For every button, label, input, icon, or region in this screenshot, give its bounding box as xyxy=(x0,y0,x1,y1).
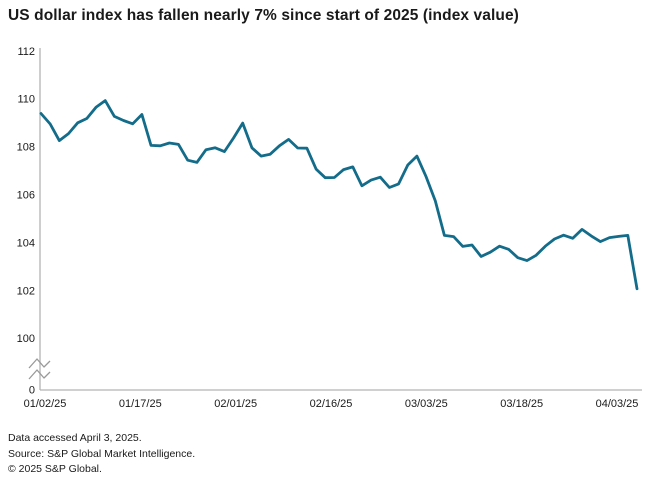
x-tick-label: 04/03/25 xyxy=(596,398,639,410)
x-tick-label: 02/16/25 xyxy=(310,398,353,410)
chart-title: US dollar index has fallen nearly 7% sin… xyxy=(8,7,519,24)
x-axis-tick-labels: 01/02/25 01/17/25 02/01/25 02/16/25 03/03/25… xyxy=(24,398,639,410)
axis-break-icon xyxy=(28,358,51,380)
x-tick-label: 02/01/25 xyxy=(214,398,257,410)
x-tick-label: 01/02/25 xyxy=(24,398,67,410)
y-tick-label: 106 xyxy=(17,190,35,202)
y-tick-label: 108 xyxy=(17,142,35,154)
y-tick-label: 104 xyxy=(17,237,35,249)
y-tick-label: 102 xyxy=(17,285,35,297)
us-dollar-index-line-series xyxy=(39,99,639,291)
footer-notes: Data accessed April 3, 2025. Source: S&P… xyxy=(8,431,195,478)
x-tick-label: 03/03/25 xyxy=(405,398,448,410)
y-origin-label: 0 xyxy=(29,385,35,397)
footer-copyright: © 2025 S&P Global. xyxy=(8,463,102,475)
footer-source: Source: S&P Global Market Intelligence. xyxy=(8,447,196,460)
y-axis-tick-labels: 112 110 108 106 104 102 100 0 xyxy=(17,46,35,397)
y-tick-label: 112 xyxy=(17,46,35,58)
footer-data-accessed: Data accessed April 3, 2025. xyxy=(8,432,142,444)
x-tick-label: 01/17/25 xyxy=(119,398,162,410)
y-tick-label: 110 xyxy=(17,94,35,106)
y-tick-label: 100 xyxy=(17,333,35,345)
x-tick-label: 03/18/25 xyxy=(500,398,543,410)
